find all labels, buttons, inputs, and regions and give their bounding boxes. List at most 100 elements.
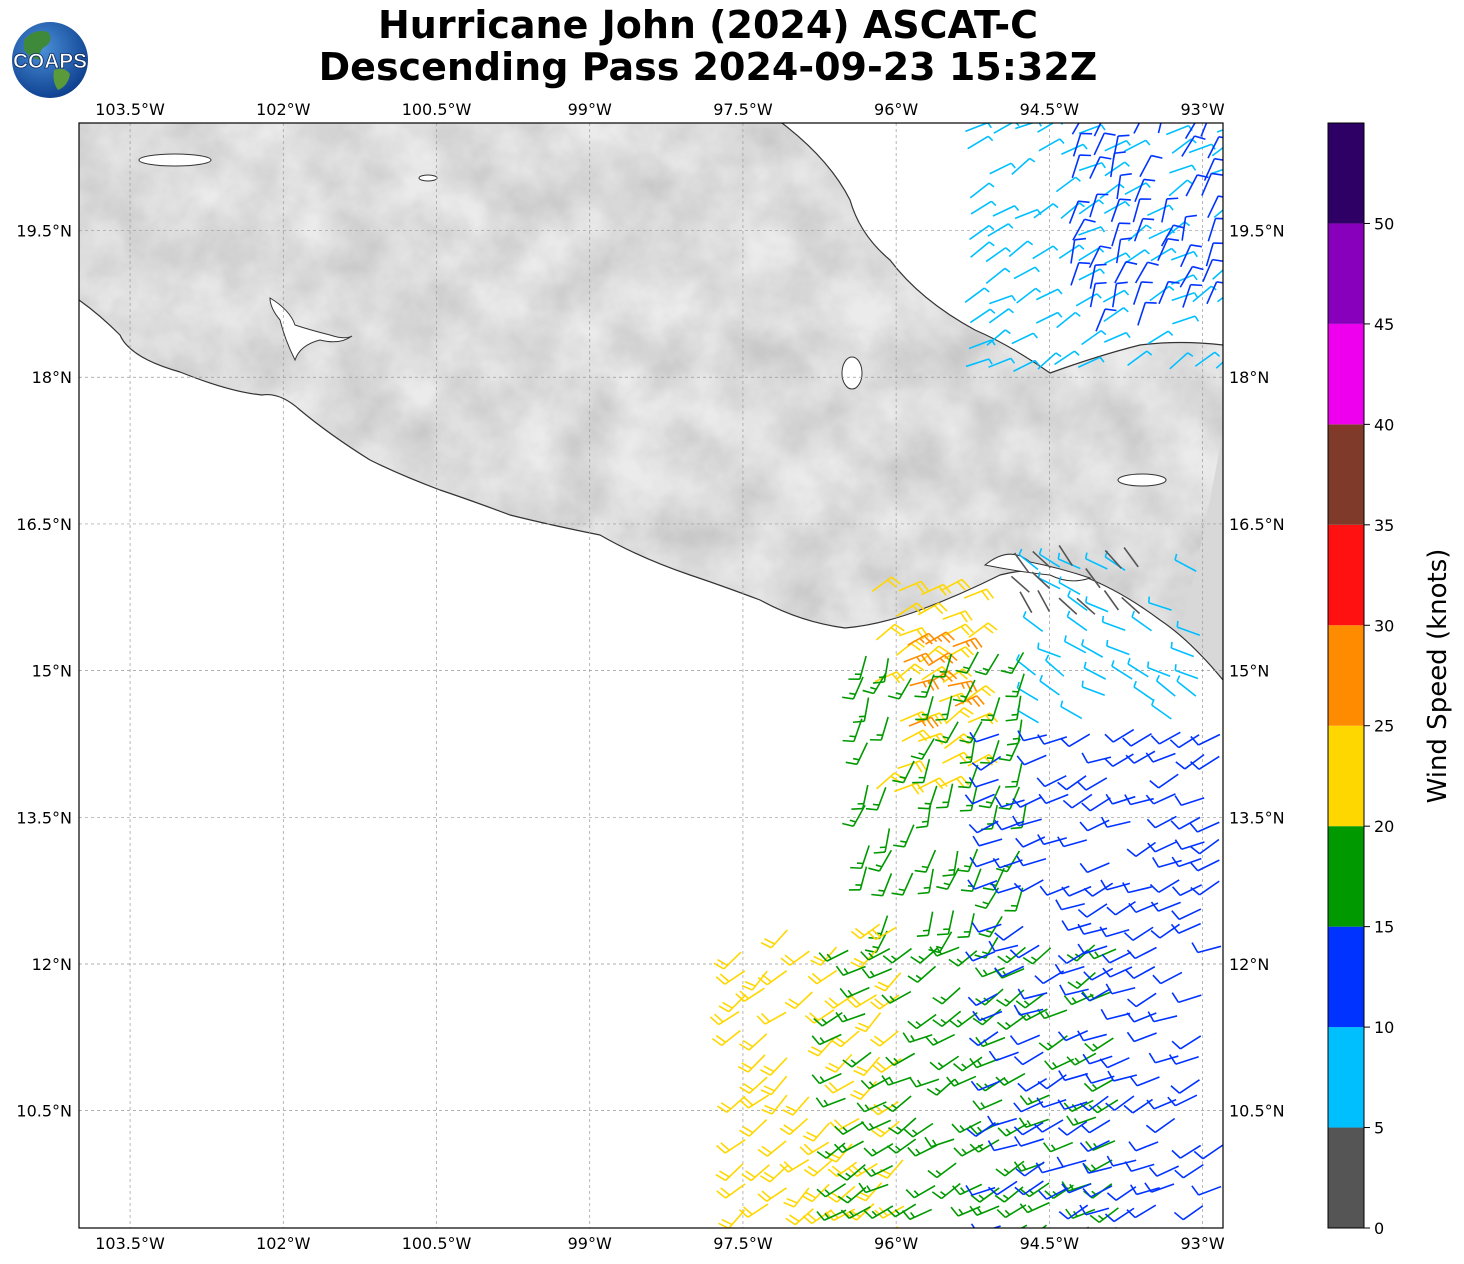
wind-barb: [1057, 552, 1081, 570]
lon-tick-label: 99°W: [568, 1234, 612, 1253]
wind-barb: [799, 1141, 830, 1156]
wind-barb: [1115, 237, 1132, 264]
wind-barb: [1082, 1162, 1112, 1174]
wind-barb: [839, 986, 870, 998]
colorbar-segment: [1328, 1127, 1364, 1228]
wind-barb: [929, 1055, 960, 1071]
wind-barb: [842, 718, 863, 743]
wind-barb: [1080, 1119, 1111, 1134]
wind-barb: [1084, 1072, 1115, 1084]
wind-barb: [1158, 280, 1180, 305]
lat-tick-label: 12°N: [32, 955, 72, 974]
lat-tick-label: 10.5°N: [1229, 1102, 1285, 1121]
wind-barb: [968, 1031, 999, 1047]
wind-barb: [1079, 862, 1110, 874]
wind-barb: [1202, 258, 1223, 283]
wind-barb: [965, 950, 996, 962]
wind-barb: [813, 1011, 843, 1027]
wind-barb: [972, 1099, 1003, 1111]
wind-barb: [709, 1011, 740, 1026]
wind-barb: [931, 1182, 961, 1200]
wind-barb: [1067, 590, 1088, 612]
wind-barb: [1042, 1141, 1074, 1153]
wind-barb: [1012, 796, 1043, 808]
wind-barb: [968, 776, 999, 788]
wind-barb: [1169, 734, 1200, 749]
wind-barb: [1151, 857, 1182, 868]
wind-barb: [825, 1053, 853, 1073]
wind-barb: [848, 866, 868, 891]
wind-barb: [1206, 281, 1223, 305]
wind-barb: [1037, 571, 1061, 590]
wind-barb: [963, 588, 995, 601]
wind-barb: [1035, 1162, 1066, 1174]
wind-barb: [935, 721, 959, 744]
lon-tick-label: 96°W: [874, 100, 918, 119]
wind-barb: [1105, 793, 1136, 805]
wind-barb: [1190, 880, 1220, 896]
wind-barb: [1133, 217, 1155, 242]
wind-barb: [1148, 1165, 1179, 1177]
wind-barb: [1133, 680, 1155, 702]
wind-barb: [782, 1096, 810, 1116]
wind-barb: [988, 1050, 1019, 1062]
colorbar-segment: [1328, 1027, 1364, 1128]
wind-barb: [995, 1160, 1025, 1177]
wind-barb: [1019, 1201, 1050, 1214]
colorbar-segment: [1328, 625, 1364, 726]
wind-barb: [1111, 660, 1133, 680]
wind-barb: [715, 970, 746, 985]
wind-barb: [1078, 199, 1104, 215]
wind-barb: [898, 580, 929, 593]
wind-barb: [1213, 208, 1223, 219]
wind-barb: [994, 1186, 1024, 1203]
wind-barb: [881, 1075, 912, 1086]
colorbar-tick-label: 0: [1374, 1219, 1384, 1238]
colorbar-tick-label: 50: [1374, 214, 1394, 233]
wind-barb: [1190, 733, 1221, 746]
wind-barb: [868, 849, 893, 872]
wind-barb: [1013, 552, 1030, 573]
wind-barb: [1114, 260, 1138, 284]
wind-barb: [1082, 1185, 1113, 1198]
wind-barbs: [709, 123, 1223, 1228]
wind-barb: [985, 247, 1011, 263]
wind-barb: [1105, 1095, 1135, 1111]
wind-barb: [1112, 134, 1130, 160]
wind-barb: [867, 926, 897, 941]
wind-barb: [1072, 218, 1096, 241]
wind-barb: [848, 655, 867, 680]
wind-barb: [803, 1159, 833, 1177]
wind-barb: [972, 835, 1003, 847]
wind-barb: [915, 696, 934, 721]
wind-barb: [779, 1159, 810, 1173]
wind-barb: [1146, 1098, 1177, 1110]
wind-barb: [971, 922, 1002, 933]
wind-barb: [842, 804, 866, 828]
colorbar-segment: [1328, 424, 1364, 525]
wind-barb: [1015, 992, 1045, 1009]
wind-barb: [933, 653, 953, 678]
wind-barb: [1058, 597, 1078, 615]
wind-barb: [1018, 548, 1039, 571]
wind-barb: [741, 970, 768, 991]
wind-barb: [858, 1182, 889, 1194]
wind-barb: [1081, 752, 1112, 764]
wind-barb: [940, 578, 971, 592]
wind-barb: [1146, 661, 1171, 677]
wind-barb: [872, 658, 890, 684]
wind-barb: [967, 879, 998, 890]
wind-barb: [872, 1057, 902, 1073]
wind-barb: [932, 987, 961, 1005]
wind-barb: [969, 1205, 1000, 1216]
wind-barb: [1083, 1078, 1114, 1093]
wind-barb: [942, 610, 973, 623]
wind-barb: [856, 1101, 887, 1113]
wind-barb: [1104, 161, 1130, 177]
wind-barb: [1125, 966, 1156, 980]
wind-barb: [969, 224, 995, 241]
wind-barb: [811, 1072, 842, 1085]
wind-barb: [1063, 994, 1094, 1006]
wind-barb: [1145, 752, 1176, 763]
wind-barb: [1101, 951, 1132, 964]
